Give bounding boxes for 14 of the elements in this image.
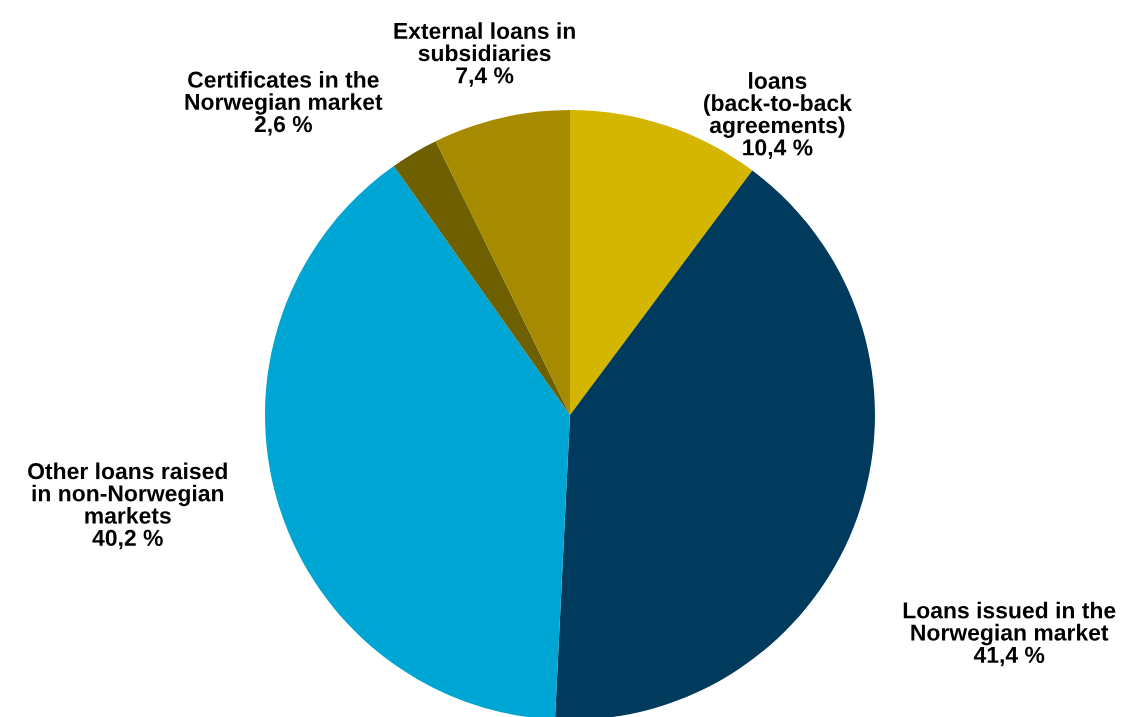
- pie-slice: [265, 166, 570, 717]
- slice-label: Certificates in the Norwegian market: [185, 70, 383, 115]
- data-label: 41,4 %: [973, 646, 1045, 667]
- slice-label: External loans in subsidiaries: [394, 22, 575, 62]
- data-label: 7,4 %: [456, 67, 514, 87]
- pie-slice: [435, 110, 570, 415]
- data-label: 40,2 %: [92, 529, 163, 550]
- data-label: 10,4 %: [743, 139, 813, 159]
- data-label: 2,6 %: [254, 116, 312, 136]
- pie-slice: [554, 170, 875, 717]
- slice-label: Loans issued in the Norwegian market: [903, 601, 1116, 646]
- slice-label: loans (back-to-back agreements): [704, 72, 852, 138]
- pie-slice: [393, 141, 570, 415]
- slice-label: Other loans raised in non-Norwegian markets: [28, 462, 227, 524]
